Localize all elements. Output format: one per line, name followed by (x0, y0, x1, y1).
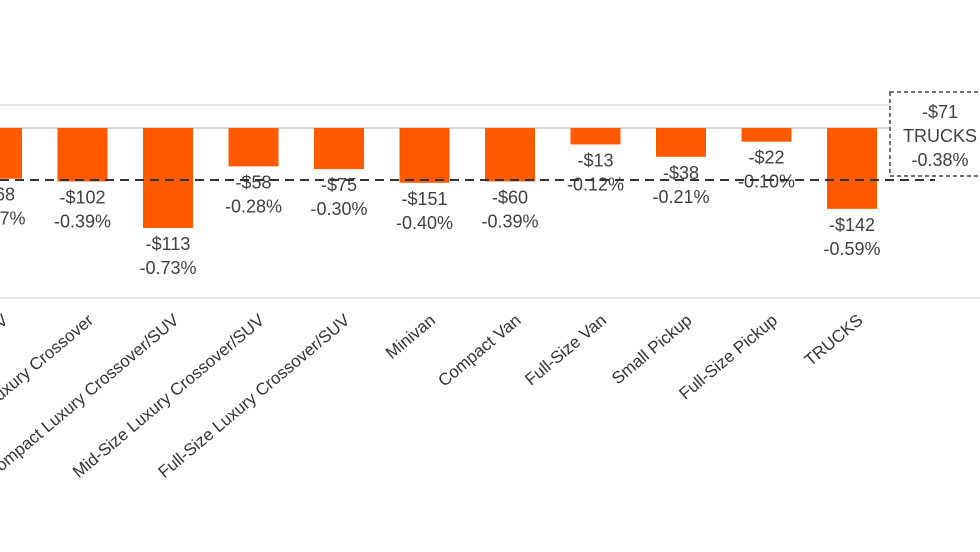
bar (827, 128, 877, 209)
data-label-pct: -0.10% (738, 172, 795, 192)
callout-box (889, 91, 980, 177)
callout-pct: -0.38% (911, 150, 968, 170)
bar (741, 128, 792, 142)
category-label: Minivan (382, 311, 439, 363)
category-label: Small Pickup (608, 311, 695, 389)
data-label-pct: -0.30% (310, 199, 367, 219)
data-label-pct: -0.28% (225, 196, 282, 216)
data-label-pct: -0.37% (0, 209, 26, 229)
data-label-dollar: -$113 (146, 234, 191, 254)
bar (228, 128, 279, 167)
bar (399, 128, 450, 183)
category-label: TRUCKS (801, 311, 867, 370)
data-label-pct: -0.39% (54, 211, 111, 231)
callout-label: TRUCKS (903, 126, 977, 146)
data-label-dollar: -$102 (59, 187, 105, 207)
data-label-dollar: -$13 (577, 150, 613, 170)
bar (656, 128, 706, 157)
data-label-dollar: -$38 (663, 163, 699, 183)
data-label-dollar: -$22 (748, 148, 784, 168)
data-label-pct: -0.39% (481, 211, 538, 231)
bar (485, 128, 535, 182)
bar (143, 128, 193, 229)
data-label-pct: -0.73% (139, 258, 196, 278)
bar (57, 128, 108, 182)
bar (0, 128, 22, 179)
data-label-pct: -0.21% (652, 187, 709, 207)
data-label-pct: -0.40% (396, 213, 453, 233)
data-label-dollar: -$75 (321, 175, 357, 195)
data-label-dollar: -$58 (235, 172, 271, 192)
category-label: Full-Size Van (521, 311, 610, 390)
data-label-dollar: -$60 (492, 187, 528, 207)
data-label-pct: -0.12% (567, 174, 624, 194)
data-label-dollar: -$142 (829, 215, 875, 235)
bar (570, 128, 621, 145)
data-label-dollar: -$68 (0, 185, 15, 205)
callout-dollar: -$71 (922, 102, 958, 122)
data-label-dollar: -$151 (401, 189, 447, 209)
bar (314, 128, 364, 170)
data-label-pct: -0.59% (823, 239, 880, 259)
category-label: Compact Van (434, 311, 524, 391)
